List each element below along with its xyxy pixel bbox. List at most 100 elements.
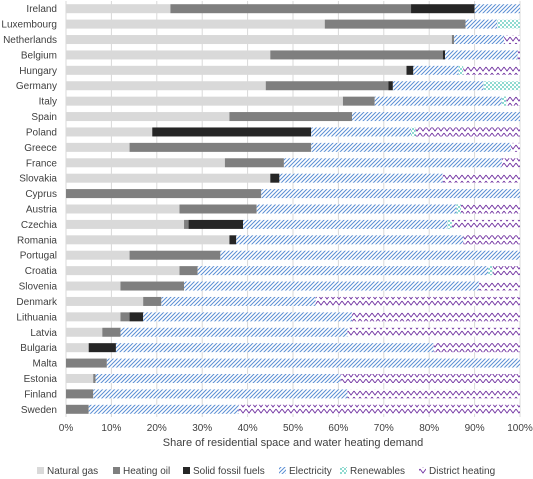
category-label: Czechia	[21, 220, 58, 231]
category-label: Luxembourg	[1, 20, 57, 31]
bar-segment-heating-oil	[224, 158, 284, 168]
category-label: Belgium	[21, 50, 57, 61]
category-label: Ireland	[26, 4, 57, 15]
bar-segment-natural-gas	[66, 296, 144, 306]
bar-segment-natural-gas	[66, 250, 130, 260]
bar-segment-district-heating	[315, 296, 520, 306]
bar-segment-solid-fossil-fuels	[88, 343, 116, 353]
bar-segment-solid-fossil-fuels	[411, 4, 475, 14]
x-tick-labels: 0% 10% 20% 30% 40% 50% 60% 70% 80% 90% 100%	[59, 423, 533, 434]
bar-segment-electricity	[283, 158, 502, 168]
bar-row	[66, 281, 520, 291]
category-label: Finland	[24, 389, 57, 400]
legend-swatch	[340, 467, 347, 474]
legend-swatch	[113, 467, 120, 474]
bar-segment-natural-gas	[66, 50, 271, 60]
legend-item: Natural gas	[37, 466, 98, 477]
category-label: Netherlands	[3, 35, 57, 46]
bar-segment-district-heating	[501, 158, 520, 168]
bar-segment-district-heating	[479, 281, 520, 291]
x-tick-label: 20%	[147, 423, 167, 434]
bar-segment-heating-oil	[179, 204, 257, 214]
bar-segment-district-heating	[238, 404, 520, 414]
bar-segment-renewables	[458, 65, 464, 75]
bar-segment-district-heating	[463, 65, 520, 75]
bar-segment-heating-oil	[66, 189, 262, 199]
legend-label: Heating oil	[123, 466, 170, 477]
bar-segment-district-heating	[433, 343, 520, 353]
bar-segment-electricity	[115, 343, 434, 353]
category-label: Lithuania	[16, 312, 57, 323]
bar-segment-heating-oil	[170, 4, 412, 14]
bar-segment-renewables	[497, 19, 520, 29]
bar-segment-natural-gas	[66, 173, 271, 183]
bar-segment-heating-oil	[66, 404, 89, 414]
bar-segment-district-heating	[352, 312, 520, 322]
bar-segment-district-heating	[510, 142, 520, 152]
bar-row	[66, 127, 520, 137]
bar-segment-solid-fossil-fuels	[188, 219, 244, 229]
bar-segment-natural-gas	[66, 65, 407, 75]
bar-segment-heating-oil	[129, 250, 221, 260]
bar-segment-natural-gas	[66, 219, 185, 229]
category-label: Greece	[24, 143, 57, 154]
bar-segment-heating-oil	[324, 19, 466, 29]
bar-segment-heating-oil	[229, 112, 353, 122]
bar-segment-natural-gas	[66, 266, 180, 276]
bar-segment-district-heating	[463, 235, 520, 245]
bar-segment-renewables	[488, 266, 493, 276]
x-axis-title: Share of residential space and water hea…	[163, 437, 424, 449]
bar-segment-natural-gas	[66, 19, 325, 29]
category-label: France	[26, 158, 58, 169]
bar-row	[66, 296, 520, 306]
bar-row	[66, 327, 520, 337]
bar-segment-natural-gas	[66, 127, 153, 137]
bar-row	[66, 50, 520, 60]
bar-row	[66, 4, 520, 14]
legend-label: Renewables	[350, 466, 405, 477]
category-label: Sweden	[21, 405, 57, 416]
bar-segment-solid-fossil-fuels	[442, 50, 446, 60]
bar-segment-electricity	[184, 281, 480, 291]
legend-item: Electricity	[279, 466, 332, 477]
bar-segment-natural-gas	[66, 112, 230, 122]
x-tick-label: 80%	[419, 423, 439, 434]
category-label: Latvia	[30, 328, 57, 339]
bar-row	[66, 189, 520, 199]
bar-row	[66, 173, 520, 183]
legend-label: Solid fossil fuels	[193, 466, 265, 477]
bar-segment-solid-fossil-fuels	[229, 235, 237, 245]
bar-segment-heating-oil	[93, 373, 96, 383]
x-tick-label: 70%	[374, 423, 394, 434]
category-label: Malta	[33, 359, 58, 370]
category-label: Hungary	[19, 66, 57, 77]
x-tick-label: 0%	[59, 423, 74, 434]
category-label: Denmark	[16, 297, 58, 308]
bar-segment-heating-oil	[143, 296, 162, 306]
bar-segment-natural-gas	[66, 81, 266, 91]
bar-segment-solid-fossil-fuels	[388, 81, 393, 91]
bar-segment-electricity	[256, 204, 457, 214]
legend-swatch	[183, 467, 190, 474]
bar-segment-natural-gas	[66, 96, 343, 106]
bar-segment-natural-gas	[66, 204, 180, 214]
bar-segment-electricity	[352, 112, 520, 122]
bar-segment-district-heating	[340, 373, 520, 383]
bar-segment-electricity	[454, 35, 505, 45]
bar-segment-electricity	[95, 373, 341, 383]
bar-segment-natural-gas	[66, 281, 121, 291]
category-label: Estonia	[24, 374, 58, 385]
bar-segment-natural-gas	[66, 312, 121, 322]
bar-row	[66, 250, 521, 260]
bar-segment-natural-gas	[66, 343, 89, 353]
bar-segment-natural-gas	[66, 373, 94, 383]
bar-row	[66, 81, 520, 91]
x-tick-label: 30%	[192, 423, 212, 434]
bar-row	[66, 358, 521, 368]
bar-segment-electricity	[392, 81, 484, 91]
bar-segment-renewables	[447, 219, 452, 229]
bar-row	[66, 389, 520, 399]
category-label: Austria	[26, 205, 58, 216]
bar-segment-heating-oil	[129, 142, 312, 152]
bar-row	[66, 235, 520, 245]
